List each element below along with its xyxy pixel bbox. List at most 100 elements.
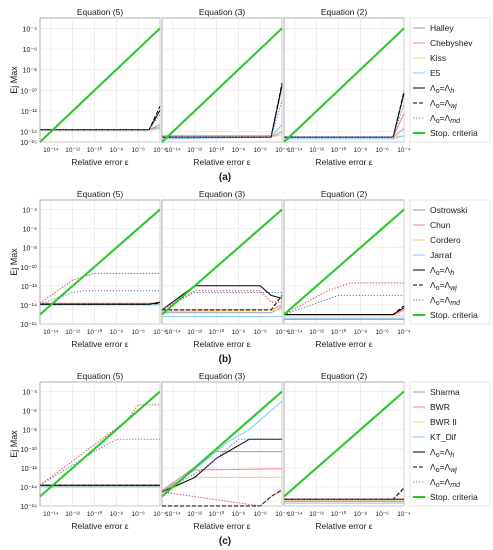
y-tick-label: 10⁻⁴ [23,208,38,215]
y-tick-label: 10⁻¹⁰ [20,446,37,454]
x-tick-label: 10⁻¹⁰ [209,328,225,336]
x-tick-label: 10⁻¹² [187,147,203,154]
legend-label: BWR [430,402,450,412]
x-tick-label: 10⁻⁶ [376,511,390,518]
y-tick-label: 10⁻⁴ [23,26,38,33]
x-tick-label: 10⁻¹² [309,329,325,336]
y-tick-label: 10⁻¹⁶ [20,322,37,329]
x-tick-label: 10⁻⁴ [275,511,289,518]
x-tick-label: 10⁻¹⁴ [165,329,181,336]
x-axis-label: Relative error ε [193,339,250,349]
x-tick-label: 10⁻¹² [65,329,81,336]
x-tick-label: 10⁻¹² [187,329,203,336]
series-line--o-md [40,113,161,131]
y-tick-label: 10⁻¹⁰ [20,87,37,95]
x-tick-label: 10⁻¹² [65,147,81,154]
panel-0: Equation (5) 10⁻¹⁶ 10⁻¹⁴ 10⁻¹² 10⁻¹⁰ 10⁻⁸ 10⁻⁶… [20,189,167,349]
legend-label: Halley [430,23,454,33]
series-line--o-h [161,285,283,311]
y-tick-label: 10⁻⁸ [23,246,37,253]
series-line--o-md [283,294,404,315]
x-tick-label: 10⁻⁴ [275,147,289,154]
series-line-bwr-ii [161,476,282,495]
y-tick-label: 10⁻¹⁰ [20,264,37,272]
y-axis-label: Ej Max [9,430,19,458]
x-tick-label: 10⁻⁴ [153,511,167,518]
x-tick-label: 10⁻⁶ [254,329,268,336]
series-line-stop-criteria [283,208,405,316]
legend-label: Λo=Λmd [430,113,461,125]
series-line-stop-criteria [161,27,283,143]
panel-title: Equation (5) [77,7,123,17]
y-tick-label: 10⁻¹⁶ [20,504,37,511]
y-axis-label: Ej Max [9,248,19,276]
legend-label: Λo=Λmd [430,477,461,489]
x-tick-label: 10⁻¹² [309,147,325,154]
y-tick-label: 10⁻¹² [21,284,38,291]
x-tick-label: 10⁻⁸ [110,511,124,518]
series-line-bwr [161,468,283,493]
legend-label: Cordero [430,235,461,245]
series-line-stop-criteria [283,27,405,143]
panel-0: Equation (5) 10⁻¹⁶ 10⁻¹⁴ 10⁻¹² 10⁻¹⁰ 10⁻⁸ 10⁻⁶… [20,371,167,531]
x-tick-label: 10⁻⁶ [376,329,390,336]
series-line--o-md [284,103,405,138]
x-tick-label: 10⁻⁶ [376,147,390,154]
series-line-kt-dif [161,400,283,497]
panel-title: Equation (5) [77,189,123,199]
legend-label: Λo=Λwj [430,462,457,474]
y-tick-label: 10⁻⁶ [23,47,37,54]
x-tick-label: 10⁻⁶ [254,147,268,154]
x-tick-label: 10⁻⁸ [110,147,124,154]
x-tick-label: 10⁻⁴ [397,329,411,336]
series-line-stop-criteria [161,390,283,498]
series-line-stop-criteria [39,208,161,316]
x-tick-label: 10⁻⁴ [153,147,167,154]
panel-title: Equation (5) [77,371,123,381]
y-tick-label: 10⁻⁸ [23,428,37,435]
series-line--o-wj [40,302,161,305]
panel-title: Equation (3) [199,189,245,199]
legend-frame [409,199,491,325]
x-tick-label: 10⁻¹⁰ [87,328,103,336]
x-tick-label: 10⁻⁶ [132,511,146,518]
x-tick-label: 10⁻¹⁰ [87,146,103,154]
series-line--o-md [161,438,282,493]
legend-label: Λo=Λwj [430,280,457,292]
x-tick-label: 10⁻¹⁴ [43,147,59,154]
legend-label: Λo=Λh [430,265,454,277]
x-axis-label: Relative error ε [71,521,128,531]
y-tick-label: 10⁻⁴ [23,390,38,397]
series-line-stop-criteria [39,390,161,498]
legend-label: Λo=Λwj [430,98,457,110]
legend-label: Kiss [430,53,446,63]
x-tick-label: 10⁻⁶ [254,511,268,518]
series-line-ostrowski [162,306,283,314]
x-tick-label: 10⁻¹⁴ [287,511,303,518]
legend-label: Ostrowski [430,205,467,215]
panel-1: Equation (3) 10⁻¹⁴ 10⁻¹² 10⁻¹⁰ 10⁻⁸ 10⁻⁶ 10⁻⁴ R… [161,7,289,167]
panel-0: Equation (5) 10⁻¹⁵ 10⁻¹⁴ 10⁻¹² 10⁻¹⁰ 10⁻⁸ 10⁻⁶… [20,7,167,167]
panel-frame [161,17,283,143]
x-axis-label: Relative error ε [193,157,250,167]
y-tick-label: 10⁻¹² [21,109,38,116]
x-tick-label: 10⁻⁴ [397,511,411,518]
legend-label: Sharma [430,387,460,397]
legend: Sharma BWR BWR II KT_Dif Λo=Λh Λo=Λwj Λo=Λmd St… [409,381,491,507]
x-tick-label: 10⁻⁴ [397,147,411,154]
legend-label: Stop. criteria [430,128,478,138]
x-tick-label: 10⁻¹⁰ [209,146,225,154]
x-axis-label: Relative error ε [315,521,372,531]
legend-label: KT_Dif [430,432,457,442]
x-axis-label: Relative error ε [315,157,372,167]
x-tick-label: 10⁻¹⁰ [331,328,347,336]
panel-2: Equation (2) 10⁻¹⁴ 10⁻¹² 10⁻¹⁰ 10⁻⁸ 10⁻⁶ 10⁻⁴ R… [283,371,411,531]
panel-frame [283,17,405,143]
x-tick-label: 10⁻¹⁴ [43,511,59,518]
x-tick-label: 10⁻¹⁰ [331,146,347,154]
legend-label: Jarrat [430,250,452,260]
y-tick-label: 10⁻¹² [21,466,38,473]
y-tick-label: 10⁻⁸ [23,68,37,75]
series-line-stop-criteria [283,390,405,498]
